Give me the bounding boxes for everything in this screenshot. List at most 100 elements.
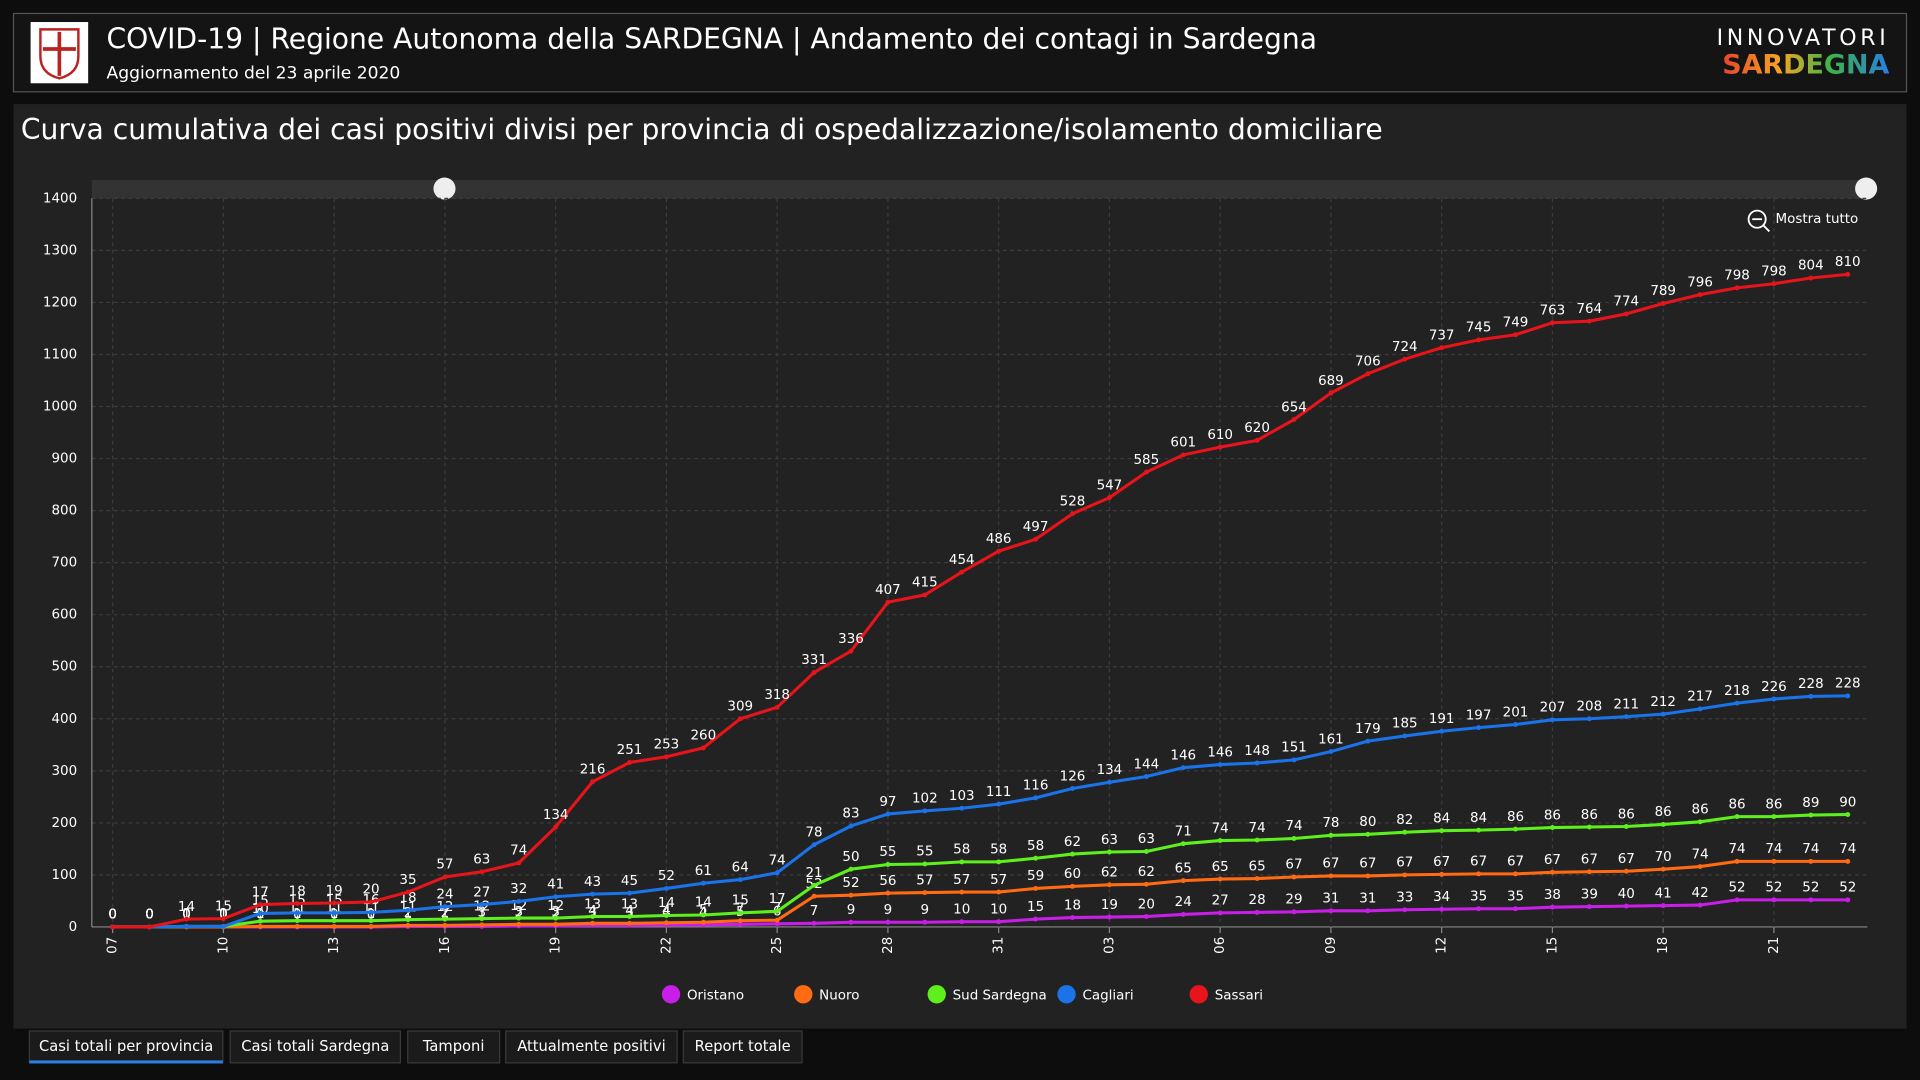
data-point[interactable] <box>1106 914 1112 920</box>
data-point[interactable] <box>1697 902 1703 908</box>
data-point[interactable] <box>368 899 374 905</box>
zoom-label[interactable]: Mostra tutto <box>1776 212 1859 227</box>
data-point[interactable] <box>1808 897 1814 903</box>
data-point[interactable] <box>590 891 596 897</box>
data-point[interactable] <box>922 592 928 598</box>
data-point[interactable] <box>1070 915 1075 921</box>
data-point[interactable] <box>294 901 300 906</box>
data-point[interactable] <box>700 912 706 918</box>
data-point[interactable] <box>627 760 632 765</box>
legend-marker[interactable] <box>1057 985 1076 1004</box>
data-point[interactable] <box>1734 858 1740 864</box>
data-point[interactable] <box>590 920 596 926</box>
data-point[interactable] <box>479 916 485 922</box>
data-point[interactable] <box>590 779 596 785</box>
data-point[interactable] <box>331 900 337 906</box>
zoom-button[interactable]: Mostra tutto <box>1747 209 1859 233</box>
data-point[interactable] <box>922 890 928 896</box>
data-point[interactable] <box>1328 390 1334 396</box>
data-point[interactable] <box>959 919 965 925</box>
data-point[interactable] <box>1328 873 1334 879</box>
data-point[interactable] <box>959 569 965 575</box>
data-point[interactable] <box>1623 311 1629 317</box>
data-point[interactable] <box>405 889 411 895</box>
data-point[interactable] <box>1845 693 1851 699</box>
data-point[interactable] <box>1070 511 1075 517</box>
data-point[interactable] <box>184 923 189 929</box>
data-point[interactable] <box>774 921 780 927</box>
data-point[interactable] <box>442 904 448 910</box>
data-point[interactable] <box>1254 876 1260 881</box>
data-point[interactable] <box>479 902 485 908</box>
data-point[interactable] <box>1180 841 1186 847</box>
data-point[interactable] <box>1734 897 1740 903</box>
data-point[interactable] <box>1439 871 1445 877</box>
data-point[interactable] <box>294 910 300 916</box>
data-point[interactable] <box>147 924 153 930</box>
data-point[interactable] <box>1143 469 1149 475</box>
data-point[interactable] <box>1513 826 1518 832</box>
data-point[interactable] <box>1513 332 1518 338</box>
data-point[interactable] <box>1734 285 1740 291</box>
data-point[interactable] <box>590 914 596 919</box>
data-point[interactable] <box>1549 320 1555 326</box>
data-point[interactable] <box>1402 733 1408 739</box>
data-point[interactable] <box>922 919 928 925</box>
data-point[interactable] <box>1106 779 1112 785</box>
data-point[interactable] <box>1402 356 1408 362</box>
data-point[interactable] <box>737 921 743 927</box>
data-point[interactable] <box>1402 872 1408 878</box>
data-point[interactable] <box>1254 437 1260 443</box>
data-point[interactable] <box>1070 786 1075 791</box>
legend-label[interactable]: Cagliari <box>1082 989 1133 1004</box>
data-point[interactable] <box>885 919 891 925</box>
data-point[interactable] <box>663 913 669 918</box>
data-point[interactable] <box>1033 885 1039 891</box>
tab[interactable] <box>229 1030 402 1064</box>
data-point[interactable] <box>1328 908 1334 914</box>
data-point[interactable] <box>1180 912 1186 917</box>
data-point[interactable] <box>1402 907 1408 913</box>
data-point[interactable] <box>996 801 1002 807</box>
data-point[interactable] <box>1106 495 1112 501</box>
legend-label[interactable]: Nuoro <box>819 989 859 1004</box>
data-point[interactable] <box>774 704 780 710</box>
data-point[interactable] <box>1143 774 1149 779</box>
data-point[interactable] <box>1033 795 1039 801</box>
data-point[interactable] <box>811 893 817 899</box>
data-point[interactable] <box>1660 866 1666 872</box>
data-point[interactable] <box>1771 858 1777 864</box>
tab-label[interactable]: Attualmente positivi <box>517 1038 665 1055</box>
data-point[interactable] <box>1513 722 1518 727</box>
data-point[interactable] <box>516 860 522 866</box>
data-point[interactable] <box>1476 827 1482 833</box>
data-point[interactable] <box>294 923 300 929</box>
data-point[interactable] <box>1365 831 1371 837</box>
data-point[interactable] <box>1586 824 1592 830</box>
data-point[interactable] <box>627 914 632 919</box>
data-point[interactable] <box>774 908 780 914</box>
data-point[interactable] <box>1476 906 1482 912</box>
data-point[interactable] <box>1217 762 1223 768</box>
tab[interactable] <box>407 1030 501 1064</box>
data-point[interactable] <box>737 910 743 916</box>
data-point[interactable] <box>1623 714 1629 720</box>
data-point[interactable] <box>1549 825 1555 830</box>
data-point[interactable] <box>663 885 669 891</box>
data-point[interactable] <box>220 923 226 929</box>
data-point[interactable] <box>1180 765 1186 771</box>
data-point[interactable] <box>220 916 226 922</box>
legend-label[interactable]: Sud Sardegna <box>953 989 1047 1004</box>
data-point[interactable] <box>1623 903 1629 909</box>
data-point[interactable] <box>1845 271 1851 277</box>
data-point[interactable] <box>848 919 854 925</box>
data-point[interactable] <box>1697 864 1703 870</box>
data-point[interactable] <box>1217 910 1223 916</box>
data-point[interactable] <box>1439 828 1445 834</box>
data-point[interactable] <box>1549 717 1555 723</box>
data-point[interactable] <box>257 902 263 908</box>
tab[interactable] <box>505 1030 678 1064</box>
data-point[interactable] <box>553 921 559 927</box>
legend-marker[interactable] <box>927 985 946 1004</box>
tab-label[interactable]: Tamponi <box>422 1038 485 1055</box>
